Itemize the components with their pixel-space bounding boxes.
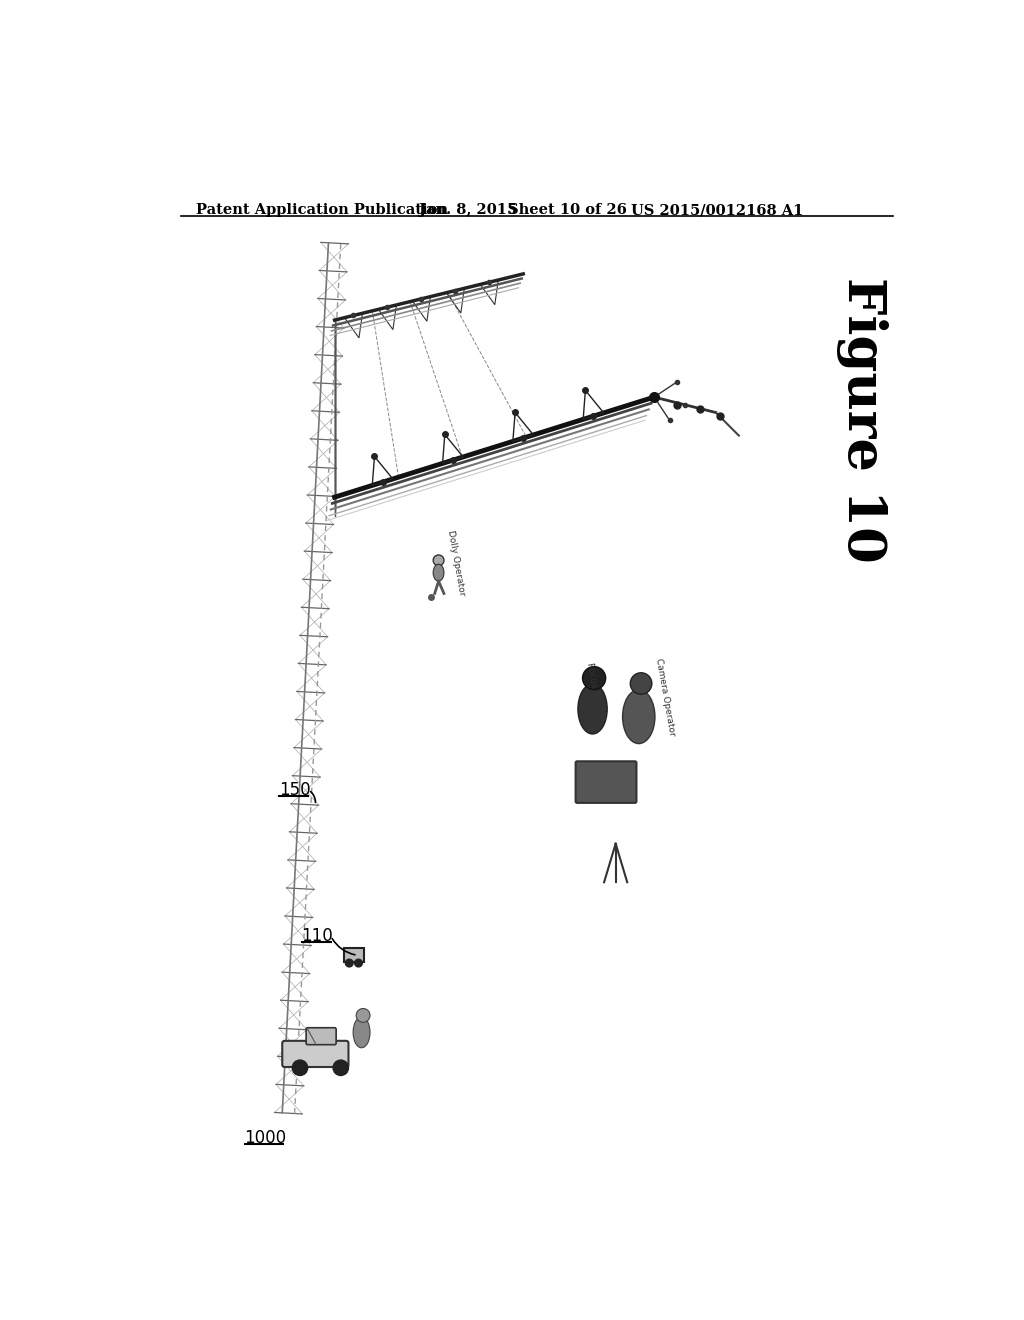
Circle shape [354, 960, 362, 968]
FancyBboxPatch shape [306, 1028, 336, 1044]
Ellipse shape [623, 689, 655, 743]
Text: Dolly Operator: Dolly Operator [446, 529, 467, 597]
FancyBboxPatch shape [283, 1040, 348, 1067]
FancyBboxPatch shape [575, 762, 637, 803]
Text: 110: 110 [301, 927, 333, 945]
Ellipse shape [353, 1016, 370, 1048]
FancyBboxPatch shape [344, 949, 364, 962]
Circle shape [333, 1060, 348, 1076]
Text: US 2015/0012168 A1: US 2015/0012168 A1 [631, 203, 804, 216]
Circle shape [583, 667, 605, 689]
Ellipse shape [433, 564, 444, 581]
Text: Sheet 10 of 26: Sheet 10 of 26 [508, 203, 627, 216]
Circle shape [292, 1060, 307, 1076]
Text: Camera Operator: Camera Operator [654, 657, 677, 737]
Circle shape [631, 673, 652, 694]
Ellipse shape [578, 684, 607, 734]
Text: 150: 150 [280, 781, 311, 799]
Text: Focus Puller: Focus Puller [585, 663, 603, 717]
Text: Figure 10: Figure 10 [836, 277, 888, 564]
Text: 1000: 1000 [245, 1129, 287, 1147]
Text: Patent Application Publication: Patent Application Publication [196, 203, 449, 216]
Circle shape [345, 960, 353, 968]
Text: Jan. 8, 2015: Jan. 8, 2015 [419, 203, 517, 216]
Circle shape [433, 554, 444, 566]
Circle shape [356, 1008, 370, 1022]
